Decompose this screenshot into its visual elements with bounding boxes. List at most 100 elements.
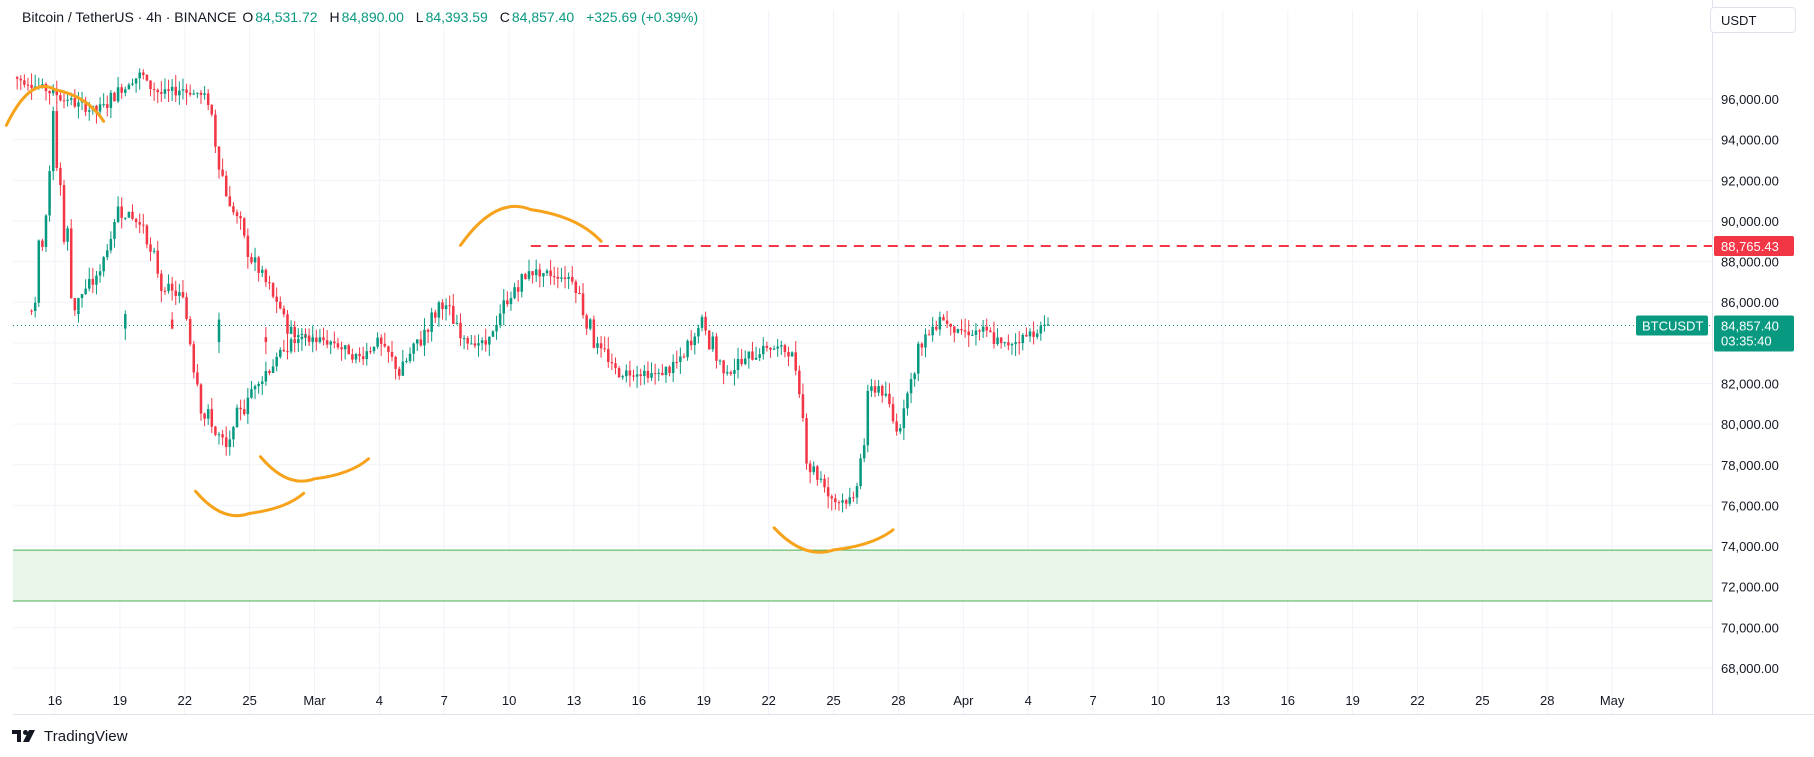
candle-body — [765, 345, 769, 348]
candle-body — [906, 393, 909, 409]
price-scale[interactable]: 68,000.00 70,000.00 72,000.00 74,000.00 76,0… — [1721, 92, 1779, 676]
candle-body — [127, 211, 131, 218]
candle-body — [206, 93, 210, 106]
last-price-label: 84,857.40 — [1721, 318, 1779, 333]
candle-body — [23, 80, 26, 85]
candle-body — [325, 340, 329, 345]
time-tick-label: Mar — [303, 693, 326, 708]
time-tick-label: 13 — [1216, 693, 1230, 708]
top-marker-arc — [459, 204, 603, 247]
candle-body — [682, 356, 686, 358]
candle-body — [542, 273, 545, 277]
candle-body — [625, 370, 628, 377]
candle-body — [801, 394, 805, 419]
candle-body — [387, 346, 390, 353]
candle-body — [307, 335, 311, 342]
candle-body — [390, 352, 394, 357]
candle-body — [62, 100, 66, 102]
candle-body — [62, 185, 66, 242]
price-tick-label: 92,000.00 — [1721, 173, 1779, 188]
candle-body — [174, 290, 178, 296]
candle-body — [902, 408, 906, 429]
candle-body — [675, 361, 679, 363]
candle-body — [145, 75, 149, 81]
candle-body — [372, 346, 376, 352]
candle-body — [170, 283, 174, 291]
candle-body — [880, 386, 884, 396]
candle-body — [145, 225, 149, 245]
legend-header[interactable]: Bitcoin / TetherUS · 4h · BINANCE O 84,53… — [22, 9, 701, 25]
candle-body — [484, 340, 487, 345]
candle-body — [736, 358, 740, 371]
candle-body — [560, 277, 563, 279]
time-scale[interactable]: 16 19 22 25 Mar 4 7 10 13 16 19 22 25 28 Apr 4 7 10 13 16 19… — [48, 693, 1625, 708]
candle-body — [837, 502, 841, 504]
change-value: +325.69 (+0.39%) — [586, 9, 699, 25]
candle-body — [452, 305, 455, 324]
candle-body — [246, 397, 250, 415]
candle-body — [769, 347, 772, 350]
candle-body — [311, 337, 314, 342]
high-label: H — [329, 9, 340, 25]
candle-body — [870, 386, 873, 391]
candle-body — [232, 206, 235, 213]
candle-body — [87, 278, 91, 289]
candle-body — [260, 381, 264, 384]
tradingview-logo[interactable]: TradingView — [12, 725, 128, 747]
candle-body — [51, 111, 55, 172]
candle-body — [163, 89, 167, 94]
candle-body — [192, 344, 196, 373]
candle-body — [989, 330, 992, 333]
symbol-title[interactable]: Bitcoin / TetherUS · 4h · BINANCE — [22, 9, 237, 25]
candle-body — [931, 326, 934, 336]
annotation-curves[interactable] — [4, 84, 895, 554]
candle-body — [859, 458, 862, 487]
candle-body — [282, 349, 286, 352]
candle-body — [776, 346, 779, 349]
candle-body — [942, 317, 945, 321]
candle-body — [477, 343, 480, 346]
candle-body — [275, 356, 278, 367]
candle-body — [167, 89, 170, 91]
time-tick-label: 28 — [891, 693, 905, 708]
candle-body — [95, 275, 98, 285]
close-value: 84,857.40 — [511, 9, 575, 25]
candle-body — [1021, 334, 1025, 344]
candle-body — [873, 386, 877, 393]
currency-selector[interactable]: USDT — [1710, 7, 1796, 33]
candle-body — [513, 287, 516, 299]
candle-body — [960, 329, 963, 331]
candle-body — [131, 211, 134, 219]
price-tick-label: 86,000.00 — [1721, 295, 1779, 310]
candle-body — [747, 351, 751, 359]
candle-body — [844, 500, 848, 504]
candle-body — [646, 370, 650, 378]
candle-body — [1010, 344, 1014, 346]
candle-body — [401, 361, 405, 376]
candle-body — [224, 437, 228, 447]
candle-body — [697, 327, 700, 337]
candle-body — [347, 345, 351, 355]
candle-body — [434, 312, 437, 318]
candle-body — [1043, 324, 1046, 326]
price-tick-label: 94,000.00 — [1721, 133, 1779, 148]
candle-body — [221, 169, 224, 176]
time-tick-label: 4 — [1025, 693, 1032, 708]
candle-body — [798, 370, 801, 395]
candle-body — [628, 370, 632, 376]
candle-body — [758, 354, 761, 358]
candle-body — [152, 88, 156, 90]
candle-body — [444, 305, 448, 310]
candle-body — [635, 374, 639, 377]
candle-body — [286, 314, 289, 334]
candle-body — [668, 366, 671, 374]
candle-body — [689, 340, 693, 346]
candle-body — [441, 302, 444, 310]
price-tick-label: 78,000.00 — [1721, 458, 1779, 473]
candle-body — [354, 353, 358, 360]
candle-body — [66, 99, 69, 101]
candle-body — [480, 340, 484, 344]
candle-body — [1003, 342, 1007, 344]
candle-body — [239, 216, 242, 219]
